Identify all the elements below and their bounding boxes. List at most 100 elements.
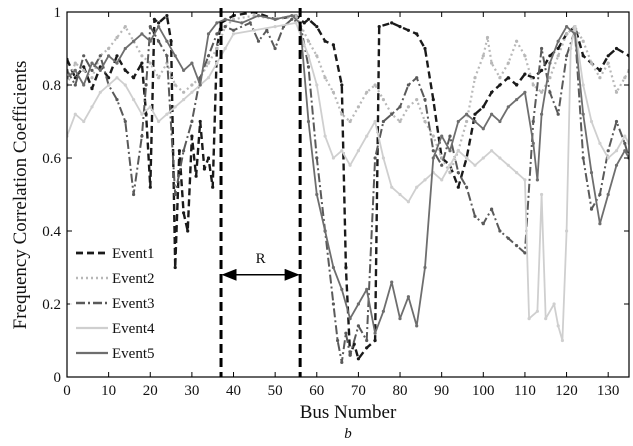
data-point-event5 — [535, 178, 540, 182]
data-point-event5 — [190, 61, 194, 65]
data-point-event1 — [490, 90, 494, 94]
data-point-event5 — [548, 61, 552, 65]
data-point-event1 — [540, 68, 544, 72]
data-point-event1 — [182, 211, 186, 215]
data-point-event5 — [515, 98, 519, 102]
data-point-event1 — [177, 149, 181, 153]
data-point-event2 — [107, 46, 111, 51]
data-point-event5 — [98, 68, 102, 72]
data-point-event3 — [548, 90, 552, 94]
legend-label-event2: Event2 — [112, 271, 155, 287]
data-point-event3 — [256, 39, 261, 43]
data-point-event3 — [248, 21, 252, 25]
data-point-event1 — [398, 25, 402, 29]
data-point-event2 — [306, 39, 311, 43]
data-point-event3 — [481, 222, 485, 226]
data-point-event3 — [148, 25, 152, 29]
data-point-event5 — [323, 229, 327, 233]
data-point-event4 — [614, 149, 619, 153]
data-point-event5 — [431, 156, 435, 160]
data-point-event5 — [448, 149, 452, 153]
data-point-event1 — [107, 76, 111, 80]
data-point-event3 — [290, 17, 294, 21]
data-point-event3 — [606, 149, 610, 153]
data-point-event5 — [348, 317, 352, 321]
data-point-event1 — [506, 76, 510, 80]
axes: 0 10 20 30 40 50 60 70 80 90 100 110 120 130 0 0.2 0.4 0.… — [42, 5, 630, 399]
data-point-event5 — [406, 295, 410, 299]
data-point-event5 — [340, 287, 344, 291]
x-tick-label: 120 — [555, 383, 578, 399]
data-point-event3 — [190, 119, 194, 124]
data-point-event5 — [540, 112, 544, 116]
data-point-event1 — [598, 68, 602, 72]
data-point-event4 — [115, 76, 119, 80]
data-point-event2 — [473, 76, 477, 80]
data-point-event2 — [381, 98, 385, 102]
data-point-event2 — [581, 39, 585, 43]
data-point-event4 — [544, 317, 548, 321]
data-point-event2 — [498, 76, 502, 80]
data-point-event4 — [506, 163, 510, 167]
data-point-event2 — [448, 171, 452, 175]
data-point-event1 — [115, 54, 119, 58]
data-point-event5 — [240, 21, 244, 25]
data-point-event1 — [90, 87, 94, 91]
data-point-event3 — [623, 141, 627, 145]
data-point-event3 — [336, 338, 340, 343]
data-point-event3 — [365, 338, 369, 343]
data-point-event5 — [423, 265, 427, 270]
data-point-event3 — [231, 28, 236, 32]
data-point-event4 — [331, 156, 335, 160]
data-point-event4 — [73, 112, 77, 116]
data-point-event1 — [581, 54, 585, 58]
data-point-event5 — [140, 32, 144, 36]
data-point-event3 — [390, 112, 394, 116]
data-point-event4 — [373, 119, 377, 124]
data-point-event3 — [306, 65, 311, 69]
data-point-event4 — [448, 163, 452, 167]
data-point-event3 — [182, 149, 186, 153]
data-point-event3 — [540, 46, 544, 51]
data-point-event4 — [182, 98, 186, 102]
data-point-event1 — [331, 43, 335, 47]
data-point-event1 — [498, 83, 502, 87]
data-point-event1 — [377, 25, 381, 29]
data-point-event5 — [623, 149, 627, 153]
x-tick-label: 80 — [393, 383, 408, 399]
data-point-event1 — [132, 76, 136, 80]
data-point-event1 — [173, 265, 177, 270]
data-point-event4 — [606, 156, 610, 160]
x-tick-label: 50 — [268, 383, 283, 399]
data-point-event2 — [606, 61, 610, 65]
data-point-event5 — [465, 112, 469, 116]
data-point-event3 — [456, 171, 460, 175]
data-point-event2 — [589, 61, 594, 65]
data-point-event1 — [123, 68, 127, 72]
data-point-event4 — [560, 338, 565, 343]
data-point-event3 — [406, 83, 410, 87]
data-point-event5 — [365, 287, 369, 291]
data-point-event3 — [581, 156, 585, 160]
data-point-event1 — [169, 39, 173, 43]
data-point-event1 — [186, 229, 190, 233]
y-axis-title: Frequency Correlation Coefficients — [10, 61, 31, 330]
data-point-event3 — [506, 236, 510, 240]
data-point-event3 — [223, 25, 227, 29]
data-point-event5 — [132, 39, 136, 43]
data-point-event1 — [152, 17, 156, 21]
data-point-event4 — [565, 229, 569, 233]
data-point-event4 — [456, 149, 460, 153]
data-point-event4 — [623, 134, 627, 138]
data-point-event3 — [598, 192, 602, 197]
data-point-event3 — [165, 54, 169, 58]
data-point-event2 — [315, 54, 319, 58]
data-point-event4 — [215, 61, 219, 65]
data-point-event2 — [415, 98, 419, 102]
data-point-event1 — [390, 21, 394, 25]
data-point-event1 — [148, 185, 152, 189]
data-point-event1 — [406, 28, 410, 32]
data-point-event4 — [173, 105, 177, 109]
data-point-event5 — [456, 119, 460, 124]
data-point-event5 — [290, 14, 294, 18]
